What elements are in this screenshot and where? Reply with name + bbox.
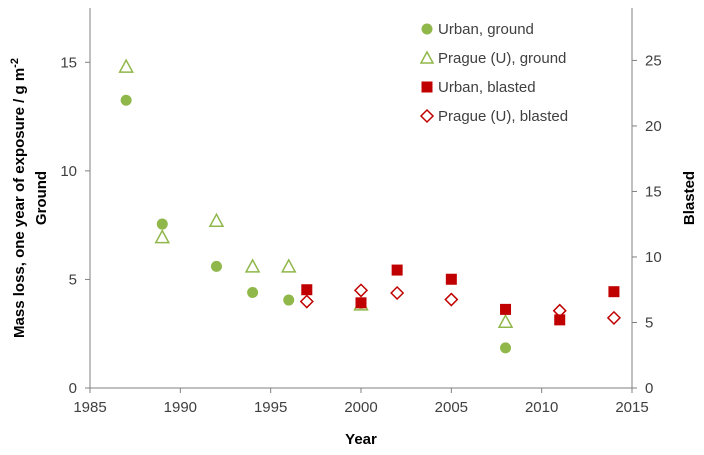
data-point-urban-ground: [210, 260, 222, 272]
y-right-tick-label: 10: [645, 249, 662, 266]
y-right-tick-label: 20: [645, 118, 662, 135]
x-tick-label: 2005: [435, 399, 468, 416]
legend-marker-filled-circle: [421, 23, 433, 35]
data-point-prague-ground: [118, 58, 134, 73]
y-axis-left-title-ground: Ground: [33, 171, 50, 225]
y-axis-left-title: Mass loss, one year of exposure / g m-2: [9, 58, 28, 338]
y-axis-right-title: Blasted: [681, 171, 698, 225]
x-tick-label: 1995: [254, 399, 287, 416]
data-point-prague-ground: [244, 258, 261, 273]
data-point-prague-ground: [208, 212, 225, 228]
data-marks: [118, 58, 621, 354]
data-point-urban-ground: [247, 286, 259, 298]
legend-label: Prague (U), ground: [438, 50, 566, 67]
legend-item-urban-ground: Urban, ground: [421, 21, 534, 38]
legend-label: Urban, blasted: [438, 79, 536, 96]
y-right-tick-label: 15: [645, 183, 662, 200]
legend-marker-open-triangle: [419, 50, 435, 64]
y-right-tick-label: 0: [645, 380, 653, 397]
legend-item-urban-blasted: Urban, blasted: [421, 79, 536, 96]
data-point-prague-blasted: [299, 294, 314, 309]
legend-label: Prague (U), blasted: [438, 108, 568, 125]
y-axis-left-title-main: Mass loss, one year of exposure / g m: [11, 68, 28, 338]
data-point-urban-blasted: [608, 286, 620, 298]
data-point-urban-blasted: [445, 273, 457, 285]
data-point-urban-blasted: [301, 284, 313, 296]
legend: Urban, ground Prague (U), ground Urban, …: [419, 21, 568, 125]
data-point-prague-blasted: [444, 292, 459, 307]
data-point-urban-ground: [120, 94, 132, 106]
y-left-tick-label: 10: [60, 163, 77, 180]
x-tick-label: 1985: [73, 399, 106, 416]
x-tick-label: 2010: [525, 399, 558, 416]
legend-marker-filled-square: [421, 81, 433, 93]
data-point-urban-blasted: [554, 314, 566, 326]
data-point-urban-blasted: [355, 297, 367, 309]
data-point-urban-ground: [283, 294, 295, 306]
data-point-urban-ground: [156, 218, 168, 230]
x-tick-label: 1990: [164, 399, 197, 416]
legend-item-prague-ground: Prague (U), ground: [419, 50, 566, 67]
data-point-prague-ground: [154, 229, 171, 244]
data-point-prague-ground: [497, 313, 514, 329]
x-tick-label: 2015: [615, 399, 648, 416]
y-right-tick-label: 5: [645, 314, 653, 331]
data-point-prague-blasted: [353, 283, 369, 298]
y-left-tick-label: 15: [60, 54, 77, 71]
legend-item-prague-blasted: Prague (U), blasted: [419, 108, 568, 125]
data-point-urban-blasted: [391, 264, 403, 276]
x-tick-label: 2000: [344, 399, 377, 416]
y-right-tick-label: 25: [645, 52, 662, 69]
y-axis-left-title-superscript: -2: [9, 58, 21, 68]
data-point-prague-blasted: [606, 310, 621, 325]
data-point-urban-ground: [500, 342, 512, 354]
y-left-tick-label: 0: [69, 380, 77, 397]
y-left-tick-label: 5: [69, 271, 77, 288]
ticks: 1985 1990 1995 2000 2005 2010 2015 0 5 10 15 0 5 10 15…: [60, 52, 661, 416]
legend-marker-open-diamond: [419, 108, 435, 124]
x-axis-title: Year: [345, 431, 377, 448]
data-point-urban-blasted: [500, 303, 512, 315]
data-point-prague-ground: [280, 258, 297, 273]
legend-label: Urban, ground: [438, 21, 534, 38]
data-point-prague-blasted: [390, 285, 405, 301]
